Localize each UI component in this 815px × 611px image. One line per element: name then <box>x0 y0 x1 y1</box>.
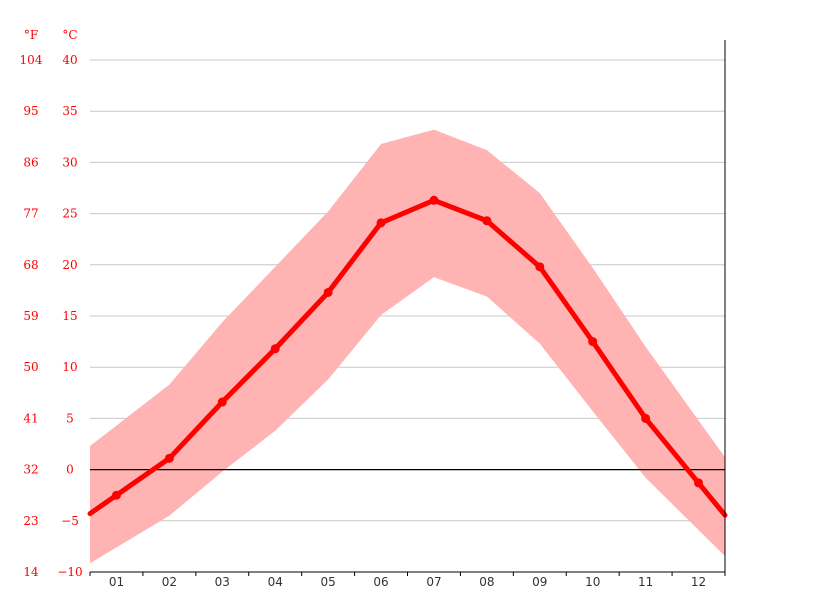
y-tick-label-fahrenheit: 77 <box>23 207 38 221</box>
y-tick-label-celsius: 20 <box>62 258 77 272</box>
y-tick-label-celsius: 15 <box>62 309 77 323</box>
data-point <box>429 195 439 205</box>
y-tick-label-celsius: −5 <box>61 514 79 528</box>
y-tick-label-celsius: 0 <box>66 463 74 477</box>
y-tick-label-fahrenheit: 50 <box>23 360 38 374</box>
celsius-unit-label: °C <box>62 28 77 42</box>
x-tick-label: 02 <box>162 575 177 589</box>
x-tick-label: 06 <box>373 575 388 589</box>
x-tick-label: 05 <box>320 575 335 589</box>
x-tick-label: 07 <box>426 575 441 589</box>
temperature-range-band <box>90 129 725 564</box>
data-point <box>694 478 704 488</box>
data-point <box>111 490 121 500</box>
y-tick-label-fahrenheit: 14 <box>23 565 39 579</box>
data-point <box>482 216 492 226</box>
mean-temperature-series <box>87 195 728 518</box>
y-tick-label-celsius: −10 <box>57 565 82 579</box>
tick-labels: °F °C 01 02 03 04 05 06 07 08 09 10 11 124010435953… <box>20 28 707 589</box>
x-tick-label: 08 <box>479 575 494 589</box>
range-band-area <box>90 129 725 564</box>
x-tick-label: 04 <box>268 575 283 589</box>
x-tick-label: 01 <box>109 575 124 589</box>
y-tick-label-fahrenheit: 59 <box>23 309 38 323</box>
y-tick-label-fahrenheit: 23 <box>23 514 38 528</box>
data-point <box>641 413 651 423</box>
y-tick-label-celsius: 10 <box>62 360 77 374</box>
y-tick-label-fahrenheit: 104 <box>20 53 43 67</box>
data-point <box>323 287 333 297</box>
x-tick-label: 12 <box>691 575 706 589</box>
y-tick-label-celsius: 30 <box>62 155 77 169</box>
y-tick-label-fahrenheit: 86 <box>23 155 38 169</box>
data-point <box>270 344 280 354</box>
data-point <box>588 337 598 347</box>
data-point <box>164 453 174 463</box>
y-tick-label-celsius: 35 <box>62 104 77 118</box>
x-tick-label: 09 <box>532 575 547 589</box>
x-tick-label: 11 <box>638 575 653 589</box>
y-tick-label-fahrenheit: 32 <box>23 463 38 477</box>
y-tick-label-celsius: 40 <box>62 53 77 67</box>
data-point <box>217 397 227 407</box>
series-line <box>87 197 728 518</box>
y-tick-label-celsius: 25 <box>62 207 77 221</box>
axes <box>89 40 726 576</box>
y-tick-label-fahrenheit: 68 <box>23 258 38 272</box>
x-tick-label: 03 <box>215 575 230 589</box>
fahrenheit-unit-label: °F <box>24 28 38 42</box>
y-tick-label-fahrenheit: 95 <box>23 104 38 118</box>
data-point <box>376 218 386 228</box>
y-tick-label-celsius: 5 <box>66 411 74 425</box>
x-tick-label: 10 <box>585 575 600 589</box>
data-point <box>535 262 545 272</box>
y-tick-label-fahrenheit: 41 <box>23 411 38 425</box>
